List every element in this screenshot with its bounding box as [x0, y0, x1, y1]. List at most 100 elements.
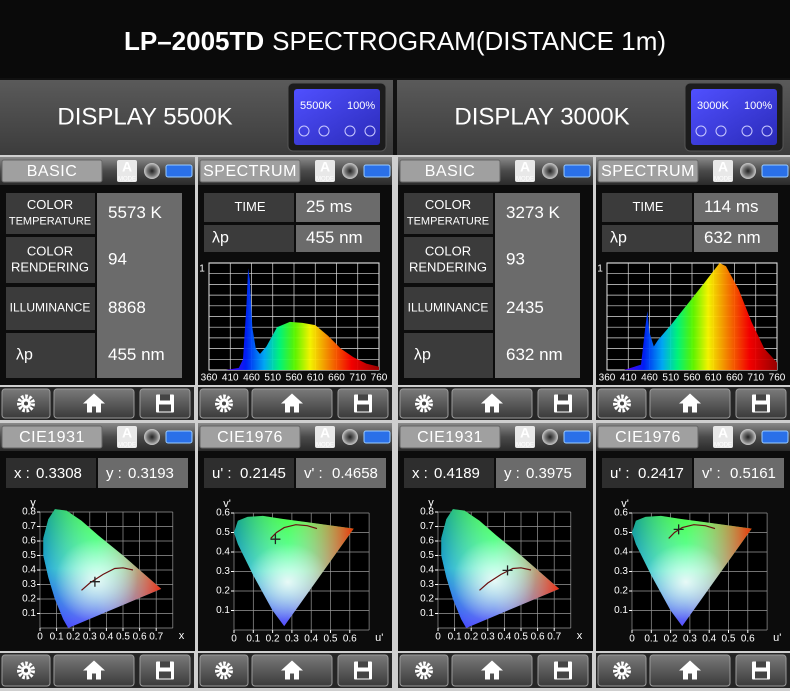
gear-icon	[17, 394, 35, 413]
spectrum-curve	[624, 263, 777, 370]
mode-label: MODE	[118, 177, 136, 183]
label-cell	[6, 237, 95, 283]
knob	[342, 163, 358, 179]
tab-label: CIE1976	[217, 429, 283, 446]
y-tick-label: 0.3	[216, 566, 230, 577]
x-tick-label: 410	[222, 373, 239, 384]
x-tick-label: 0	[231, 634, 237, 645]
x-tick-label: 760	[371, 373, 388, 384]
x-tick-label: 0.5	[324, 634, 338, 645]
tab-label: CIE1976	[615, 429, 681, 446]
battery	[165, 430, 193, 444]
y-tick-label: 0.8	[420, 507, 434, 518]
gear-icon	[222, 401, 226, 406]
battery	[363, 164, 391, 178]
x-tick-label: 0.6	[531, 632, 545, 643]
y-tick-label: 0.6	[22, 536, 36, 547]
row-label: COLOR	[425, 197, 471, 212]
x-tick-label: 460	[641, 373, 658, 384]
x-tick-label: 0.6	[741, 634, 755, 645]
value-cell	[694, 193, 778, 222]
coord-label: v' :	[304, 465, 323, 482]
y-tick-label: 0.5	[22, 550, 36, 561]
x-tick-label: 0.3	[83, 632, 97, 643]
title: SPECTROGRAM(DISTANCE 1m)	[272, 26, 666, 56]
coord-cell	[204, 458, 294, 488]
row-value: 455 nm	[108, 345, 165, 364]
x-tick-label: 410	[620, 373, 637, 384]
coord-value: 0.3193	[128, 465, 174, 482]
tab	[199, 425, 301, 449]
mode-label: MODE	[714, 443, 732, 449]
mode-letter: A	[718, 159, 728, 175]
tab	[1, 159, 103, 183]
device-key	[741, 125, 753, 137]
row-value: 2435	[506, 298, 544, 317]
save-icon	[160, 661, 170, 668]
row-label: COLOR	[27, 197, 73, 212]
mode-letter: A	[320, 425, 330, 441]
x-tick-label: 0.4	[702, 634, 716, 645]
y-axis-label: v'	[621, 498, 629, 510]
device-level: 100%	[744, 100, 772, 112]
mode-button[interactable]	[713, 160, 733, 182]
mode-button[interactable]	[713, 426, 733, 448]
device-reading: 5500K	[300, 100, 332, 112]
x-tick-label: 760	[769, 373, 786, 384]
coord-cell	[6, 458, 96, 488]
row-label: ILLUMINANCE	[408, 301, 489, 315]
tab-label: BASIC	[27, 163, 78, 180]
planckian-locus	[81, 567, 134, 591]
x-tick-label: 0.6	[343, 634, 357, 645]
row-label: COLOR	[27, 243, 73, 258]
x-tick-label: 0.1	[246, 634, 260, 645]
mode-button[interactable]	[315, 160, 335, 182]
x-tick-label: 360	[201, 373, 218, 384]
mode-button[interactable]	[117, 160, 137, 182]
planckian-locus	[668, 524, 716, 539]
y-tick-label: 0.2	[614, 586, 628, 597]
y-tick-label: 0.3	[22, 579, 36, 590]
y-tick-label: 1	[199, 264, 205, 275]
mode-button[interactable]	[315, 426, 335, 448]
mode-button[interactable]	[515, 426, 535, 448]
x-tick-label: 610	[307, 373, 324, 384]
device-key	[298, 125, 310, 137]
battery	[761, 164, 789, 178]
y-tick-label: 0.4	[216, 547, 230, 558]
mode-button[interactable]	[515, 160, 535, 182]
gear-icon	[620, 401, 624, 406]
coord-cell	[98, 458, 188, 488]
knob	[144, 429, 160, 445]
device-screen	[294, 89, 380, 145]
x-axis-label: x	[577, 630, 583, 642]
y-tick-label: 1	[597, 264, 603, 275]
value-column	[495, 193, 580, 378]
coord-label: x :	[412, 465, 428, 482]
y-tick-label: 0.6	[420, 536, 434, 547]
coord-value: 0.3975	[526, 465, 572, 482]
home-icon	[281, 660, 303, 680]
mode-label: MODE	[118, 443, 136, 449]
gear-icon	[215, 661, 233, 680]
gear-icon	[613, 394, 631, 413]
save-icon	[159, 404, 171, 412]
coord-label: u' :	[610, 465, 630, 482]
y-tick-label: 0.3	[614, 566, 628, 577]
row-value: 632 nm	[704, 228, 761, 247]
coord-label: u' :	[212, 465, 232, 482]
mode-button[interactable]	[117, 426, 137, 448]
device-key	[364, 125, 376, 137]
mode-label: MODE	[516, 443, 534, 449]
gear-icon	[422, 401, 426, 406]
x-tick-label: 0.2	[66, 632, 80, 643]
save-icon	[358, 394, 368, 401]
save-icon	[558, 394, 568, 401]
tab	[597, 159, 699, 183]
row-label: COLOR	[425, 243, 471, 258]
chromaticity-marker	[502, 565, 513, 576]
tab	[399, 159, 501, 183]
label-cell	[602, 193, 692, 222]
x-tick-label: 0.2	[664, 634, 678, 645]
